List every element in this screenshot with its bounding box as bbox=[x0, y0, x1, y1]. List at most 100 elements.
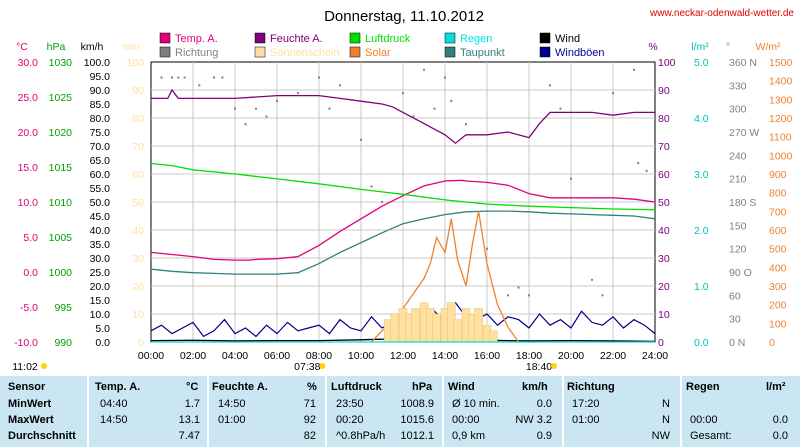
sunshine-bar bbox=[474, 308, 483, 343]
direction-point bbox=[198, 84, 201, 87]
y-tick-wind: 75.0 bbox=[90, 127, 111, 139]
legend-swatch bbox=[539, 32, 551, 44]
y-tick-temp: 0.0 bbox=[23, 267, 38, 279]
y-tick-humidity: 10 bbox=[658, 309, 670, 321]
row-max-dir-time: 01:00 bbox=[572, 414, 600, 426]
direction-point bbox=[328, 107, 331, 110]
y-tick-solar: 800 bbox=[769, 188, 787, 200]
direction-point bbox=[234, 107, 236, 110]
hdr-humidity: Feuchte A. bbox=[212, 381, 268, 393]
x-tick: 16:00 bbox=[474, 350, 500, 362]
y-tick-solar: 1400 bbox=[769, 76, 793, 88]
direction-point bbox=[559, 107, 562, 110]
sunset-icon bbox=[551, 363, 557, 369]
y-tick-sun: 30 bbox=[132, 253, 144, 265]
row-avg-wind-label: 0,9 km bbox=[452, 430, 486, 442]
y-tick-temp: 15.0 bbox=[18, 162, 39, 174]
hdr-rain: Regen bbox=[686, 381, 720, 393]
row-max-label: MaxWert bbox=[8, 414, 54, 426]
direction-point bbox=[160, 76, 163, 79]
y-tick-direction: 30 bbox=[729, 314, 741, 326]
y-tick-pressure: 995 bbox=[54, 302, 72, 314]
direction-point bbox=[517, 286, 520, 289]
y-tick-sun: 70 bbox=[132, 141, 144, 153]
row-avg-label: Durchschnitt bbox=[8, 430, 76, 442]
y-tick-humidity: 60 bbox=[658, 169, 670, 181]
direction-point bbox=[444, 76, 446, 79]
y-tick-temp: 5.0 bbox=[23, 232, 38, 244]
y-tick-direction: 270 W bbox=[729, 127, 759, 139]
sunshine-bar bbox=[411, 308, 420, 343]
y-tick-rain: 3.0 bbox=[694, 169, 709, 181]
y-tick-humidity: 40 bbox=[658, 225, 670, 237]
row-max-temp-time: 14:50 bbox=[100, 414, 128, 426]
y-tick-pressure: 1030 bbox=[49, 57, 73, 69]
sunshine-bar bbox=[390, 313, 399, 343]
y-tick-solar: 900 bbox=[769, 169, 787, 181]
y-unit-humidity: % bbox=[648, 41, 657, 53]
legend-label: Taupunkt bbox=[460, 47, 505, 59]
y-tick-pressure: 1005 bbox=[49, 232, 73, 244]
row-min-wind: 0.0 bbox=[536, 398, 552, 410]
y-tick-wind: 80.0 bbox=[90, 113, 111, 125]
y-tick-solar: 700 bbox=[769, 206, 787, 218]
row-min-dir-time: 17:20 bbox=[572, 398, 600, 410]
y-tick-wind: 70.0 bbox=[90, 141, 111, 153]
legend-label: Feuchte A. bbox=[270, 33, 323, 45]
legend-label: Luftdruck bbox=[365, 33, 411, 45]
y-tick-pressure: 1025 bbox=[49, 92, 73, 104]
direction-point bbox=[402, 92, 404, 95]
hdr-humidity-unit: % bbox=[307, 381, 317, 393]
direction-point bbox=[244, 123, 247, 126]
y-tick-rain: 0.0 bbox=[694, 337, 709, 349]
direction-point bbox=[465, 123, 467, 126]
x-tick: 22:00 bbox=[600, 350, 626, 362]
y-tick-solar: 1000 bbox=[769, 150, 793, 162]
direction-point bbox=[423, 68, 425, 71]
y-tick-direction: 300 bbox=[729, 104, 747, 116]
direction-point bbox=[255, 107, 257, 110]
y-tick-direction: 210 bbox=[729, 174, 747, 186]
y-tick-temp: 25.0 bbox=[18, 92, 39, 104]
direction-point bbox=[549, 84, 551, 87]
legend-swatch bbox=[254, 32, 266, 44]
y-tick-solar: 0 bbox=[769, 337, 775, 349]
y-tick-solar: 500 bbox=[769, 244, 787, 256]
hdr-pressure: Luftdruck bbox=[331, 381, 382, 393]
chart-title: Donnerstag, 11.10.2012 bbox=[324, 8, 484, 25]
direction-point bbox=[183, 76, 186, 79]
hdr-wind-unit: km/h bbox=[522, 381, 548, 393]
y-tick-wind: 10.0 bbox=[90, 309, 111, 321]
y-tick-sun: 40 bbox=[132, 225, 144, 237]
y-tick-solar: 1300 bbox=[769, 94, 793, 106]
y-tick-humidity: 100 bbox=[658, 57, 676, 69]
y-tick-sun: 10 bbox=[132, 309, 144, 321]
direction-point bbox=[265, 115, 268, 118]
legend-swatch bbox=[159, 46, 171, 58]
hdr-wind: Wind bbox=[448, 381, 475, 393]
direction-point bbox=[633, 68, 635, 71]
y-tick-solar: 600 bbox=[769, 225, 787, 237]
x-tick: 00:00 bbox=[138, 350, 164, 362]
y-tick-solar: 300 bbox=[769, 281, 787, 293]
y-unit-rain: l/m² bbox=[691, 41, 709, 53]
y-tick-humidity: 50 bbox=[658, 197, 670, 209]
row-avg-press: 1012.1 bbox=[400, 430, 434, 442]
series-line-feuchte-a- bbox=[151, 88, 655, 145]
direction-point bbox=[360, 138, 362, 141]
legend-label: Temp. A. bbox=[175, 33, 218, 45]
y-tick-wind: 60.0 bbox=[90, 169, 111, 181]
direction-point bbox=[570, 177, 572, 180]
row-min-wind-label: Ø 10 min. bbox=[452, 398, 500, 410]
y-tick-wind: 90.0 bbox=[90, 85, 111, 97]
legend-swatch bbox=[349, 32, 361, 44]
y-tick-direction: 0 N bbox=[729, 337, 745, 349]
x-tick: 06:00 bbox=[264, 350, 290, 362]
y-tick-sun: 100 bbox=[126, 57, 144, 69]
y-tick-wind: 95.0 bbox=[90, 71, 111, 83]
series-line-temp-a- bbox=[150, 179, 656, 261]
y-tick-wind: 40.0 bbox=[90, 225, 111, 237]
y-tick-rain: 1.0 bbox=[694, 281, 709, 293]
row-avg-press-time: ^0.8hPa/h bbox=[336, 430, 386, 442]
site-url[interactable]: www.neckar-odenwald-wetter.de bbox=[649, 8, 794, 19]
